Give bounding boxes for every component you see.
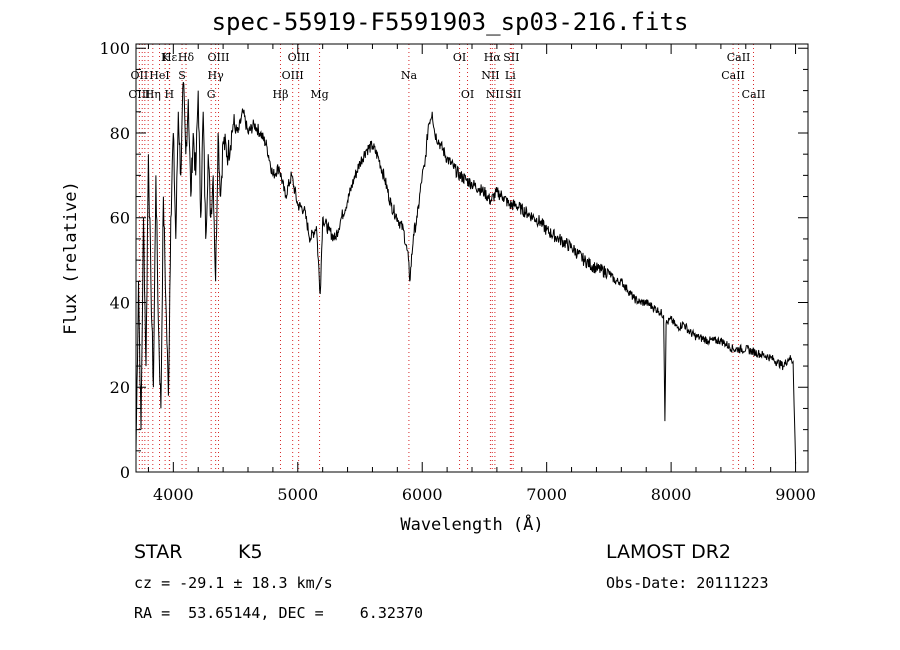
line-annotation: Na [401,69,418,82]
y-tick-label: 40 [110,293,130,312]
line-annotation: Li [505,69,516,82]
y-tick-label: 0 [120,463,130,482]
line-annotation: CaII [727,51,751,64]
coordinates-label: RA = 53.65144, DEC = 6.32370 [134,604,423,622]
redshift-label: cz = -29.1 ± 18.3 km/s [134,574,333,592]
line-annotation: K [161,51,170,64]
line-annotation: CaII [742,88,766,101]
x-tick-label: 9000 [775,485,816,504]
class-label: STAR [134,541,183,563]
plot-frame [135,43,809,473]
line-annotation: OIII [282,69,304,82]
line-annotation: OI [453,51,466,64]
line-annotation: HeI [149,69,169,82]
x-tick-label: 7000 [526,485,567,504]
line-annotation: OIII [207,51,229,64]
x-tick-label: 4000 [153,485,194,504]
line-annotation: Hε [162,51,178,64]
x-tick-label: 6000 [402,485,443,504]
line-annotation: H [165,88,175,101]
line-annotation: S [178,69,186,82]
y-tick-label: 80 [110,124,130,143]
x-tick-label: 8000 [651,485,692,504]
y-tick-label: 20 [110,378,130,397]
line-annotation: SII [505,88,521,101]
spectrum-line [135,81,797,464]
survey-label: LAMOST DR2 [606,541,731,563]
line-annotation: OIII [288,51,310,64]
line-annotation: Hδ [178,51,195,64]
line-annotation: NII [486,88,504,101]
line-annotation: OI [461,88,474,101]
subclass-label: K5 [238,541,263,563]
y-tick-label: 100 [99,39,130,58]
line-annotation: SII [503,51,519,64]
line-annotation: Mg [310,88,328,101]
line-annotation: Hα [484,51,502,64]
obs-date-label: Obs-Date: 20111223 [606,574,769,592]
line-annotation: Hβ [273,88,289,101]
x-tick-label: 5000 [277,485,318,504]
line-annotation: G [207,88,216,101]
line-annotation: OII [131,69,149,82]
line-annotation: OIII [128,88,150,101]
y-tick-label: 60 [110,209,130,228]
line-annotation: Hγ [208,69,225,82]
y-axis-label: Flux (relative) [61,181,81,335]
line-annotation: NII [481,69,499,82]
line-annotation: Hη [145,88,161,101]
line-annotation: CaII [721,69,745,82]
x-axis-label: Wavelength (Å) [400,513,543,535]
chart-title: spec-55919-F5591903_sp03-216.fits [211,8,689,36]
